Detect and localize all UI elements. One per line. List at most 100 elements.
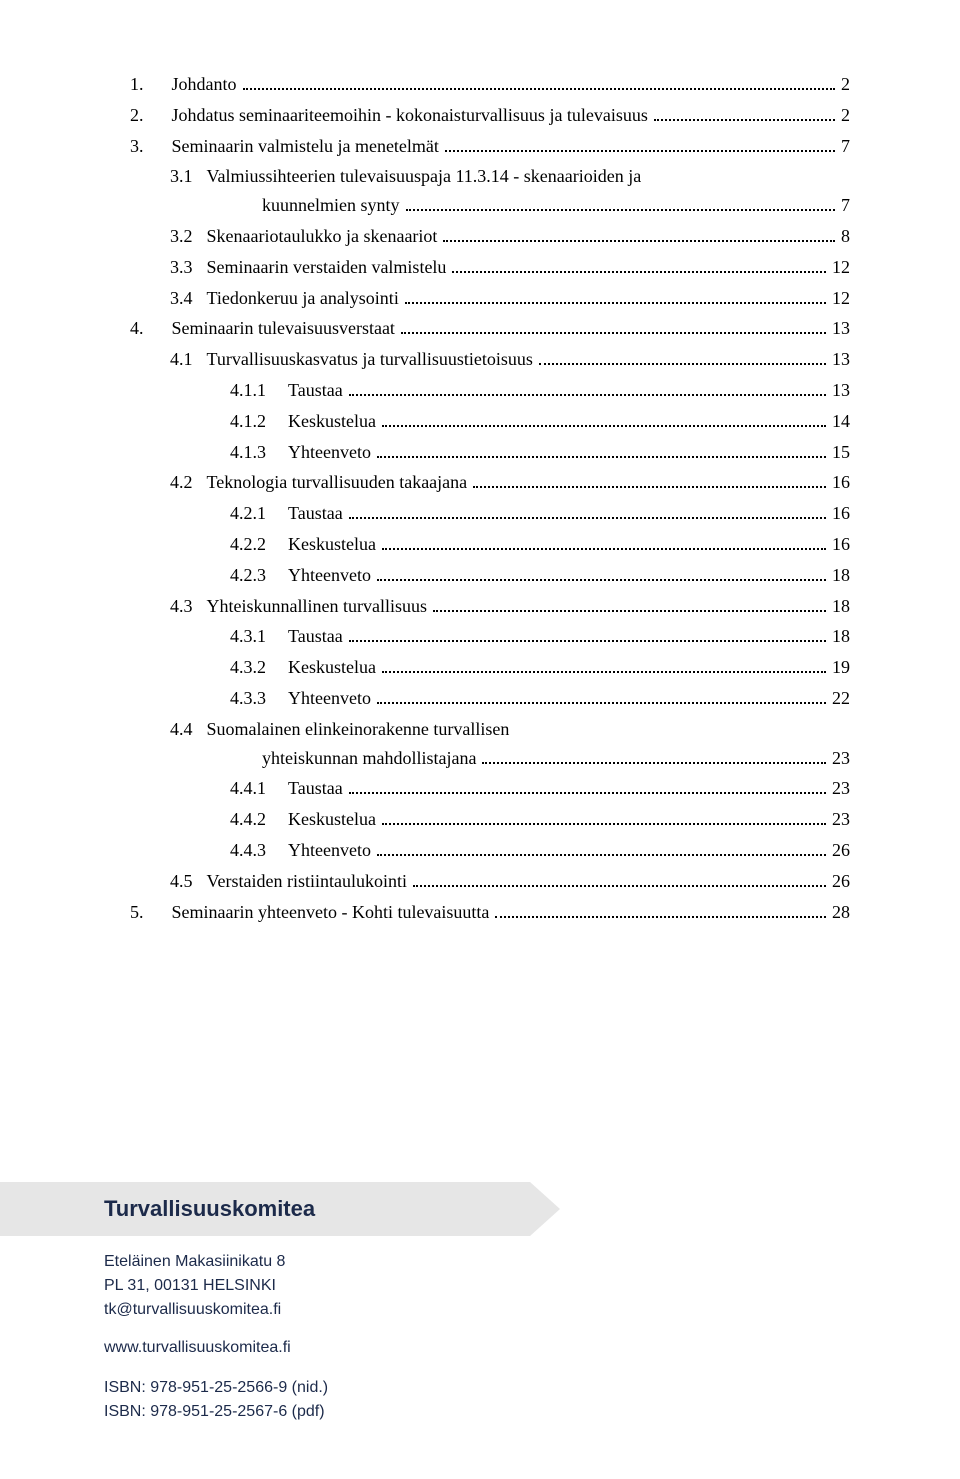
isbn-pdf: ISBN: 978-951-25-2567-6 (pdf) (104, 1400, 590, 1424)
toc-title: Yhteenveto (288, 561, 371, 590)
toc-entry: 3.2Skenaariotaulukko ja skenaariot8 (130, 222, 850, 251)
toc-number: 4.1.3 (230, 438, 266, 467)
toc-leader-dots (382, 425, 826, 427)
toc-entry: 4.3.2Keskustelua19 (130, 653, 850, 682)
toc-title: Taustaa (288, 774, 343, 803)
toc-leader-dots (382, 671, 826, 673)
toc-number: 4.3.2 (230, 653, 266, 682)
toc-title: kuunnelmien synty (262, 191, 400, 220)
toc-page: 2 (841, 101, 850, 130)
toc-entry: 4.2.2Keskustelua16 (130, 530, 850, 559)
toc-title: Seminaarin valmistelu ja menetelmät (172, 132, 439, 161)
toc-leader-dots (452, 271, 826, 273)
toc-number: 4.2.2 (230, 530, 266, 559)
toc-entry: 4.4.2 Keskustelua 23 (130, 805, 850, 834)
toc-title: Suomalainen elinkeinorakenne turvallisen (207, 715, 510, 744)
toc-leader-dots (349, 394, 826, 396)
toc-leader-dots (377, 702, 826, 704)
toc-number: 4. (130, 314, 144, 343)
toc-number: 4.5 (170, 867, 193, 896)
toc-title: Skenaariotaulukko ja skenaariot (207, 222, 438, 251)
toc-title: Yhteenveto (288, 684, 371, 713)
toc-entry: 4.5Verstaiden ristiintaulukointi26 (130, 867, 850, 896)
toc-title: Taustaa (288, 499, 343, 528)
toc-leader-dots (654, 119, 835, 121)
toc-page: 14 (832, 407, 850, 436)
footer-arrow: Turvallisuuskomitea (0, 1182, 590, 1236)
toc-page: 23 (832, 805, 850, 834)
toc-page: 22 (832, 684, 850, 713)
toc-number: 5. (130, 898, 144, 927)
toc-title: Johdatus seminaariteemoihin - kokonaistu… (172, 101, 648, 130)
toc-number: 4.4.3 (230, 836, 266, 865)
toc-page: 7 (841, 132, 850, 161)
toc-number: 4.3 (170, 592, 193, 621)
toc-page: 7 (841, 191, 850, 220)
toc-title: Keskustelua (288, 805, 376, 834)
toc-title: Turvallisuuskasvatus ja turvallisuustiet… (207, 345, 533, 374)
toc-page: 12 (832, 284, 850, 313)
toc-leader-dots (482, 762, 826, 764)
toc-entry: 4.4.3 Yhteenveto 26 (130, 836, 850, 865)
toc-number: 4.2.3 (230, 561, 266, 590)
toc-leader-dots (495, 916, 826, 918)
toc-leader-dots (473, 486, 826, 488)
toc-number: 4.3.1 (230, 622, 266, 651)
toc-number: 4.3.3 (230, 684, 266, 713)
toc-row: yhteiskunnan mahdollistajana 23 (170, 744, 850, 773)
toc-entry: 1.Johdanto2 (130, 70, 850, 99)
toc-leader-dots (382, 823, 826, 825)
toc-number: 4.1 (170, 345, 193, 374)
toc-leader-dots (377, 854, 826, 856)
toc-title: yhteiskunnan mahdollistajana (262, 744, 476, 773)
toc-number: 1. (130, 70, 144, 99)
toc-leader-dots (406, 209, 836, 211)
toc-number: 2. (130, 101, 144, 130)
toc-leader-dots (413, 885, 826, 887)
toc-number: 4.4.2 (230, 805, 266, 834)
toc-entry: 4.1 Turvallisuuskasvatus ja turvallisuust… (130, 345, 850, 374)
toc-entry: 4.4 Suomalainen elinkeinorakenne turvalli… (130, 715, 850, 773)
toc-page: 15 (832, 438, 850, 467)
toc-leader-dots (349, 640, 826, 642)
toc-entry: 4.2.1Taustaa16 (130, 499, 850, 528)
toc-page: 23 (832, 774, 850, 803)
toc-entry: 4.1.3Yhteenveto15 (130, 438, 850, 467)
toc-title: Yhteenveto (288, 836, 371, 865)
toc-entry: 3.1Valmiussihteerien tulevaisuuspaja 11.… (130, 162, 850, 220)
toc-entry: 4.3.3 Yhteenveto 22 (130, 684, 850, 713)
toc-entry: 4.Seminaarin tulevaisuusverstaat13 (130, 314, 850, 343)
toc-entry: 4.3.1Taustaa18 (130, 622, 850, 651)
toc-entry: 4.4.1Taustaa23 (130, 774, 850, 803)
toc-page: 8 (841, 222, 850, 251)
toc-entry: 3. Seminaarin valmistelu ja menetelmät 7 (130, 132, 850, 161)
toc-entry: 4.1.1Taustaa13 (130, 376, 850, 405)
toc-title: Yhteiskunnallinen turvallisuus (207, 592, 427, 621)
toc-leader-dots (377, 456, 826, 458)
toc-number: 3. (130, 132, 144, 161)
toc-page: 18 (832, 561, 850, 590)
toc-entry: 5.Seminaarin yhteenveto - Kohti tulevais… (130, 898, 850, 927)
footer-block: Turvallisuuskomitea Eteläinen Makasiinik… (0, 1182, 590, 1424)
arrow-tip-icon (530, 1182, 560, 1236)
toc-row: 3.1Valmiussihteerien tulevaisuuspaja 11.… (170, 162, 850, 191)
toc-leader-dots (401, 332, 826, 334)
toc-page: 19 (832, 653, 850, 682)
isbn-print: ISBN: 978-951-25-2566-9 (nid.) (104, 1376, 590, 1400)
toc-page: 26 (832, 836, 850, 865)
toc-entry: 4.1.2Keskustelua14 (130, 407, 850, 436)
toc-page: 23 (832, 744, 850, 773)
toc-entry: 3.3Seminaarin verstaiden valmistelu12 (130, 253, 850, 282)
toc-entry: 3.4Tiedonkeruu ja analysointi12 (130, 284, 850, 313)
toc-title: Verstaiden ristiintaulukointi (207, 867, 407, 896)
toc-entry: 4.2.3 Yhteenveto 18 (130, 561, 850, 590)
toc-title: Tiedonkeruu ja analysointi (207, 284, 399, 313)
toc-title: Seminaarin tulevaisuusverstaat (172, 314, 395, 343)
toc-number: 3.1 (170, 162, 193, 191)
toc-leader-dots (243, 88, 836, 90)
toc-page: 18 (832, 622, 850, 651)
toc-page: 13 (832, 376, 850, 405)
toc-number: 4.4 (170, 715, 193, 744)
toc-number: 4.2 (170, 468, 193, 497)
toc-page: 18 (832, 592, 850, 621)
